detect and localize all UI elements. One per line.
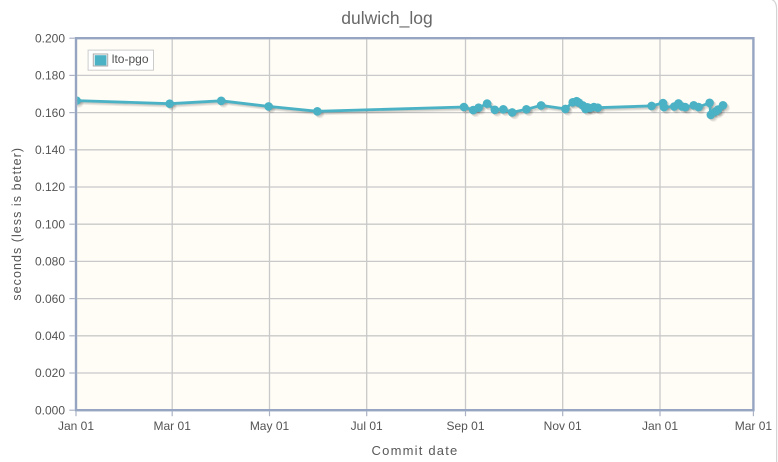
svg-text:seconds (less is better): seconds (less is better) <box>10 147 24 301</box>
svg-text:May 01: May 01 <box>250 419 290 433</box>
svg-text:0.020: 0.020 <box>35 366 65 380</box>
svg-text:Jul 01: Jul 01 <box>351 419 383 433</box>
svg-text:Commit date: Commit date <box>372 443 459 458</box>
svg-text:0.080: 0.080 <box>35 255 65 269</box>
svg-text:Jan 01: Jan 01 <box>642 419 678 433</box>
svg-text:0.100: 0.100 <box>35 217 65 231</box>
svg-text:Sep 01: Sep 01 <box>446 419 484 433</box>
svg-text:dulwich_log: dulwich_log <box>341 8 432 29</box>
svg-text:0.120: 0.120 <box>35 180 65 194</box>
svg-text:0.140: 0.140 <box>35 143 65 157</box>
svg-text:0.180: 0.180 <box>35 69 65 83</box>
svg-text:0.040: 0.040 <box>35 329 65 343</box>
svg-text:Mar 01: Mar 01 <box>735 419 773 433</box>
svg-text:0.000: 0.000 <box>35 403 65 417</box>
svg-text:0.060: 0.060 <box>35 292 65 306</box>
svg-text:Mar 01: Mar 01 <box>154 419 192 433</box>
svg-text:Nov 01: Nov 01 <box>544 419 582 433</box>
svg-text:lto-pgo: lto-pgo <box>112 52 149 66</box>
svg-text:0.200: 0.200 <box>35 31 65 45</box>
svg-text:0.160: 0.160 <box>35 106 65 120</box>
svg-text:Jan 01: Jan 01 <box>58 419 94 433</box>
